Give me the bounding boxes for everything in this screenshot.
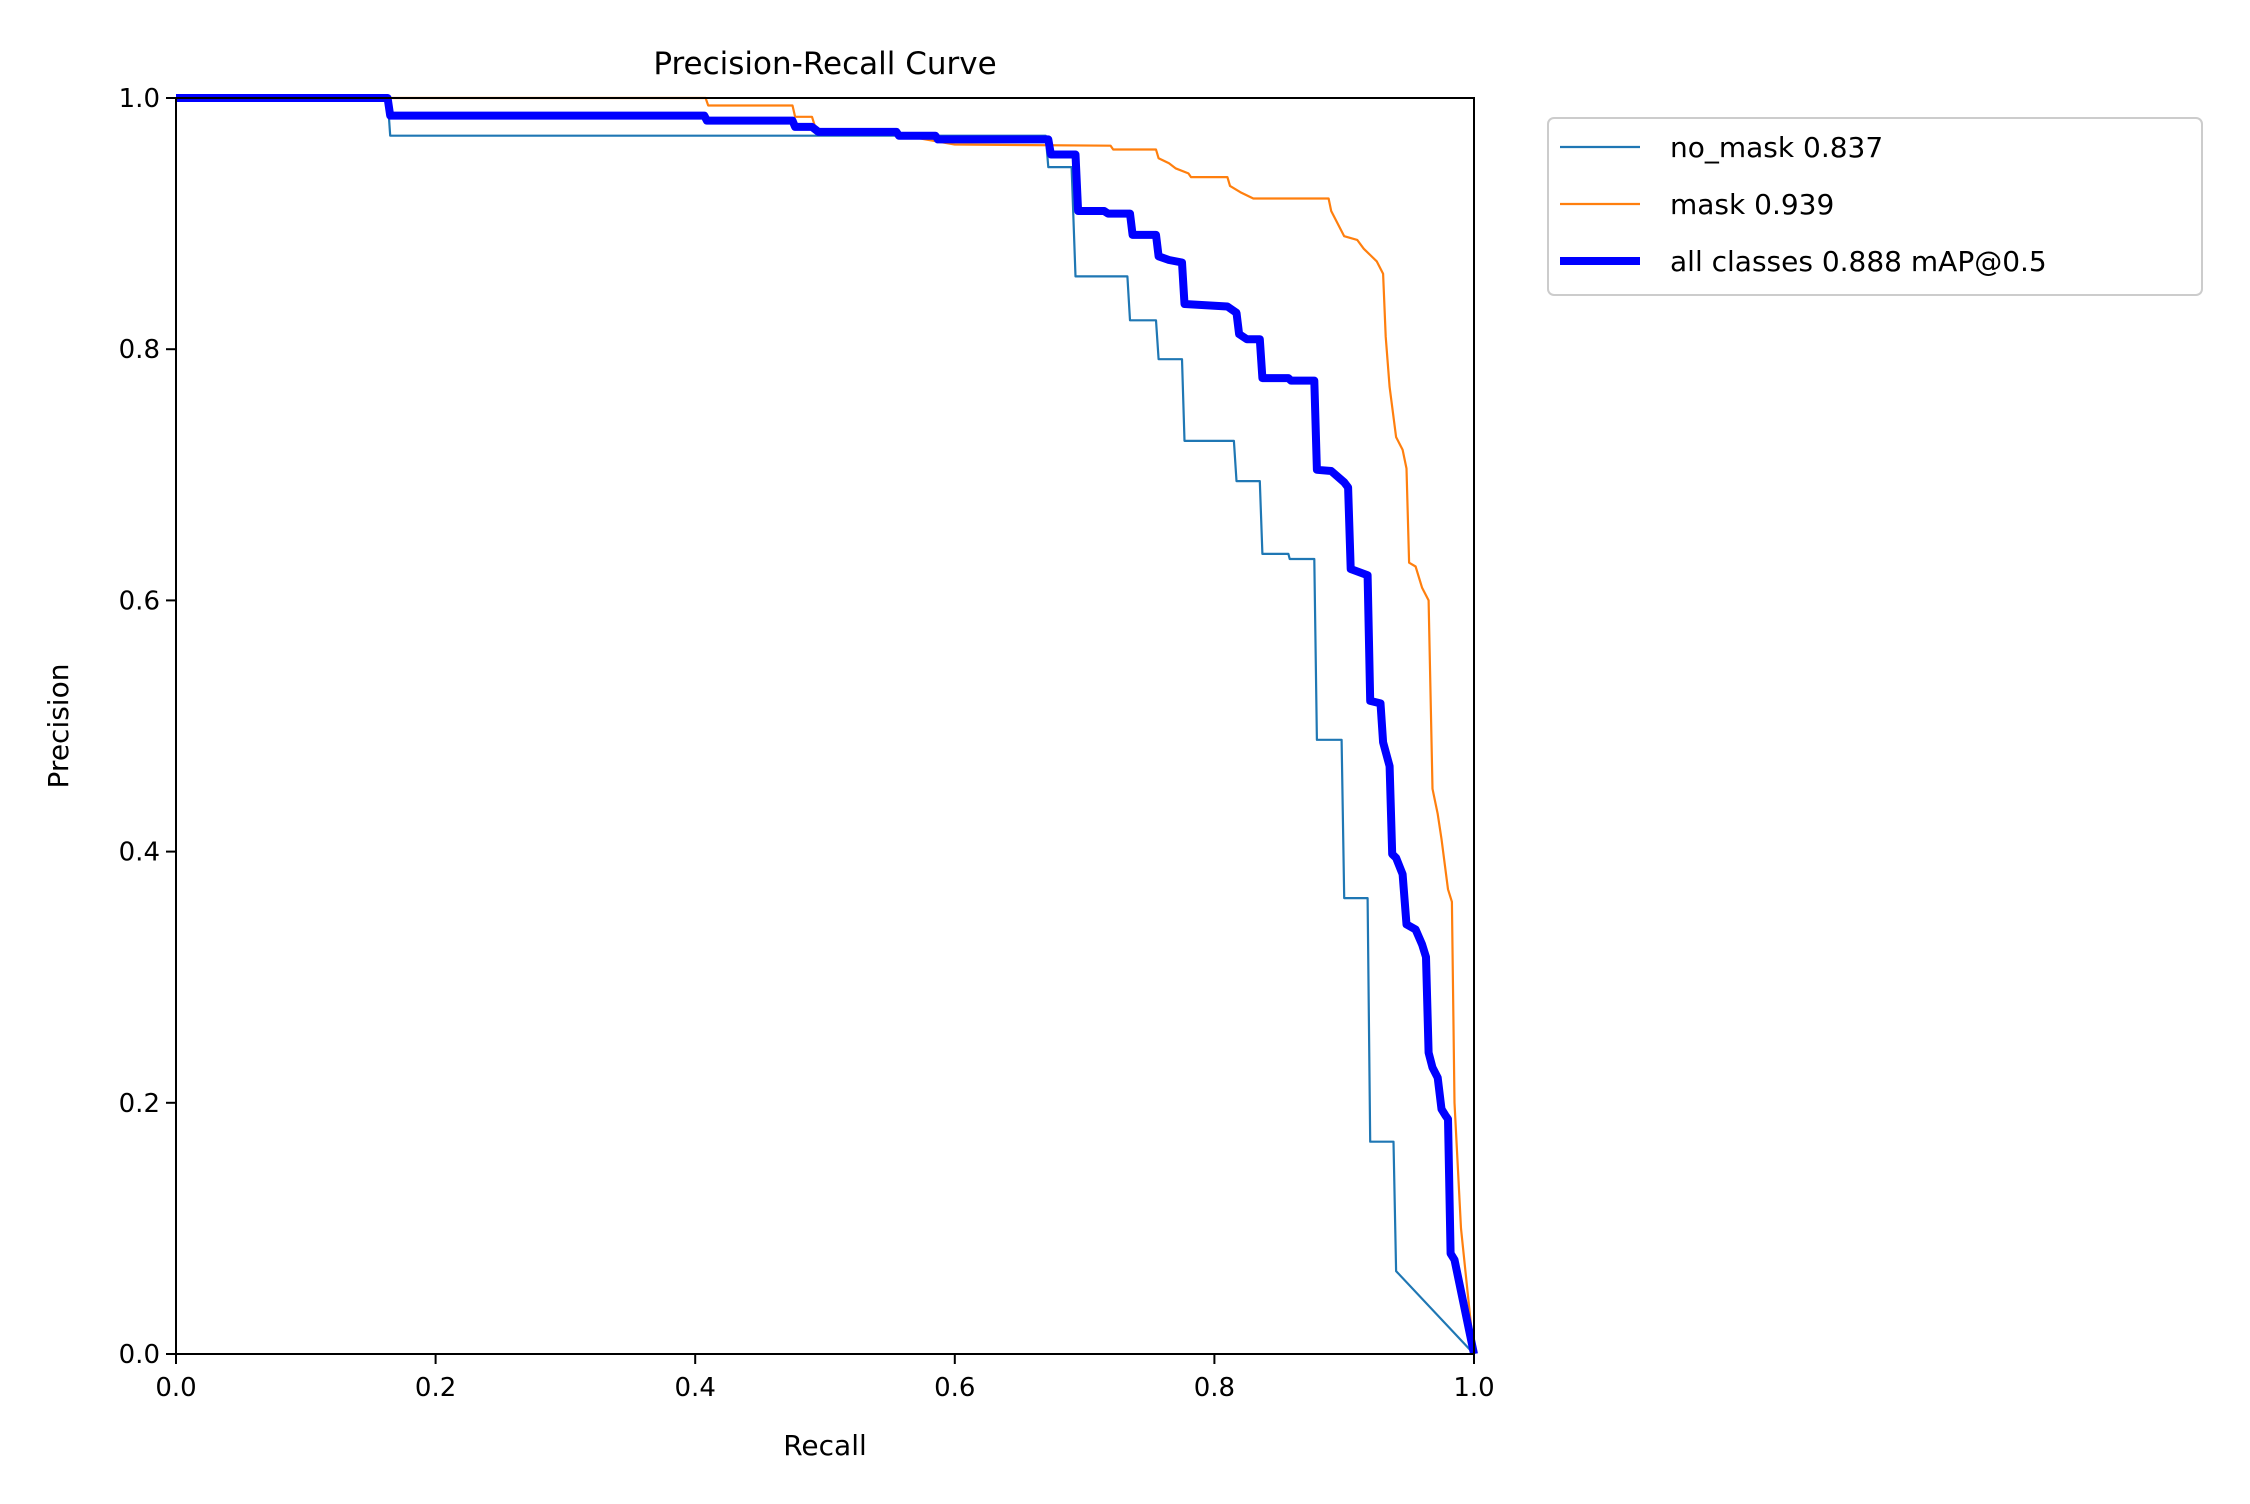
legend-label-1: mask 0.939 bbox=[1670, 188, 1834, 221]
x-tick-label: 0.8 bbox=[1194, 1373, 1235, 1403]
series-line-0 bbox=[176, 96, 1475, 1355]
x-axis-label: Recall bbox=[783, 1429, 867, 1462]
legend-label-2: all classes 0.888 mAP@0.5 bbox=[1670, 245, 2047, 278]
series-layer bbox=[176, 94, 1478, 1355]
y-tick-label: 0.8 bbox=[119, 335, 160, 365]
x-tick-label: 0.4 bbox=[675, 1373, 716, 1403]
y-tick-label: 0.4 bbox=[119, 838, 160, 868]
x-tick-label: 0.6 bbox=[934, 1373, 975, 1403]
y-axis-label: Precision bbox=[42, 664, 75, 789]
legend-box bbox=[1547, 117, 2203, 296]
chart-title: Precision-Recall Curve bbox=[653, 46, 996, 82]
x-tick-label: 0.2 bbox=[415, 1373, 456, 1403]
plot-frame bbox=[175, 97, 1475, 1355]
series-line-1 bbox=[176, 96, 1476, 1355]
x-axis-ticks: 0.0 0.2 0.4 0.6 0.8 1.0 bbox=[155, 1354, 1495, 1403]
y-tick-label: 1.0 bbox=[119, 84, 160, 114]
legend-label-0: no_mask 0.837 bbox=[1670, 131, 1883, 164]
series-line-2 bbox=[176, 94, 1478, 1355]
legend: no_mask 0.837 mask 0.939 all classes 0.888… bbox=[1547, 117, 2203, 296]
y-tick-label: 0.2 bbox=[119, 1089, 160, 1119]
x-tick-label: 1.0 bbox=[1453, 1373, 1494, 1403]
x-tick-label: 0.0 bbox=[155, 1373, 196, 1403]
y-tick-label: 0.0 bbox=[119, 1340, 160, 1370]
y-axis-ticks: 0.0 0.2 0.4 0.6 0.8 1.0 bbox=[119, 84, 176, 1370]
y-tick-label: 0.6 bbox=[119, 586, 160, 616]
